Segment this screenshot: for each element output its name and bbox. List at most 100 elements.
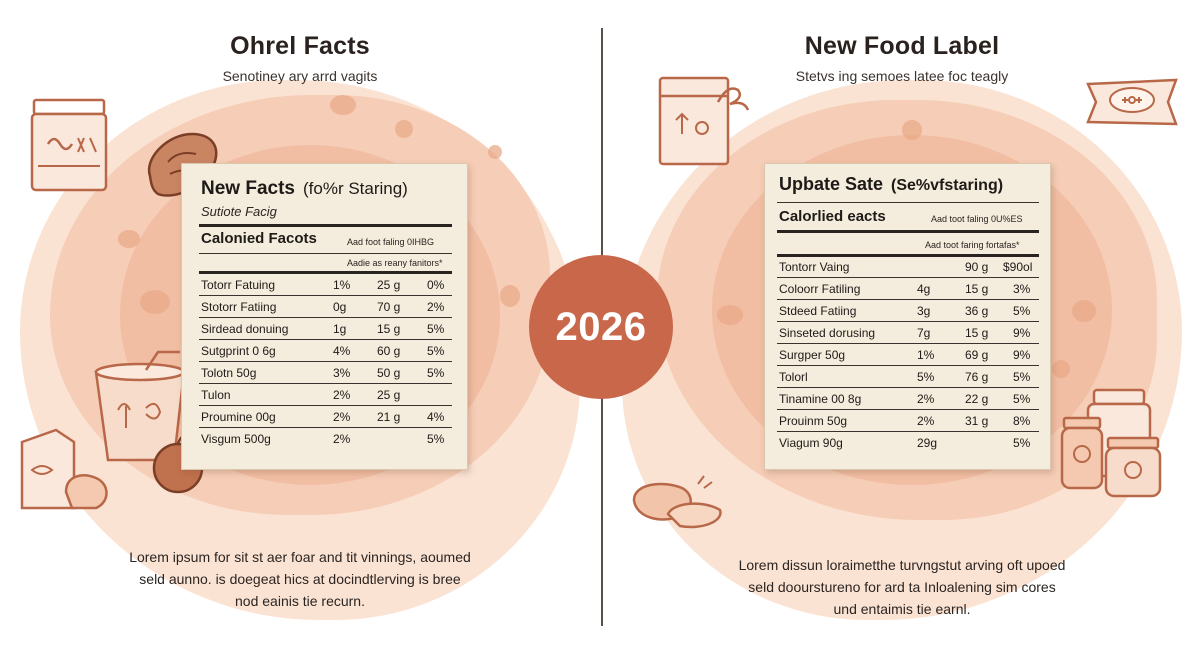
label-title-text: Upbate Sate bbox=[779, 174, 884, 194]
nutrient-amount: 15 g bbox=[965, 282, 989, 296]
cup-icon bbox=[94, 350, 186, 462]
paint-speck bbox=[500, 285, 520, 307]
nutrient-name: Sinseted dorusing bbox=[779, 326, 876, 340]
nutrient-name: Coloorr Fatiling bbox=[779, 282, 861, 296]
nutrient-row: Totorr Fatuing 1% 25 g 0% bbox=[199, 274, 452, 296]
nutrient-name: Totorr Fatuing bbox=[201, 278, 276, 292]
nutrient-amount: 25 g bbox=[377, 388, 401, 402]
label-subtitle: Sutiote Facig bbox=[201, 204, 277, 219]
label-title-paren: (Se%vfstaring) bbox=[891, 177, 1004, 194]
footer-text: Lorem ipsum for sit st aer foar and tit … bbox=[0, 546, 600, 612]
paint-speck bbox=[1052, 360, 1070, 378]
nutrient-value: 2% bbox=[917, 414, 935, 428]
label-divider bbox=[777, 230, 1039, 233]
nutrient-value: 4g bbox=[917, 282, 931, 296]
nutrient-name: Sirdead donuing bbox=[201, 322, 289, 336]
nutrient-name: Tinamine 00 8g bbox=[779, 392, 862, 406]
nutrient-amount: 21 g bbox=[377, 410, 401, 424]
nutrient-value: 0g bbox=[333, 300, 347, 314]
nutrient-amount: 70 g bbox=[377, 300, 401, 314]
bread-icon bbox=[632, 475, 722, 529]
nutrient-value: 1g bbox=[333, 322, 347, 336]
label-divider bbox=[777, 202, 1039, 203]
label-note: Aad foot faling 0IHBG bbox=[347, 237, 435, 247]
paint-speck bbox=[395, 120, 413, 138]
paint-speck bbox=[118, 230, 140, 248]
nutrient-name: Stdeed Fatiing bbox=[779, 304, 857, 318]
paint-speck bbox=[717, 305, 743, 325]
nutrient-value: 7g bbox=[917, 326, 931, 340]
label-section-title: Calorlied eacts bbox=[779, 208, 886, 225]
label-note: Aadie as reany fanitors* bbox=[347, 258, 443, 268]
nutrient-daily-value: 5% bbox=[427, 366, 445, 380]
nutrient-name: Sutgprint 0 6g bbox=[201, 344, 276, 358]
nutrient-row: Coloorr Fatiling 4g 15 g 3% bbox=[777, 278, 1039, 300]
nutrient-amount: 76 g bbox=[965, 370, 989, 384]
nutrient-name: Proumine 00g bbox=[201, 410, 276, 424]
nutrient-value: 3g bbox=[917, 304, 931, 318]
nutrient-amount: 25 g bbox=[377, 278, 401, 292]
nutrient-row: Sinseted dorusing 7g 15 g 9% bbox=[777, 322, 1039, 344]
nutrient-amount: 15 g bbox=[377, 322, 401, 336]
nutrient-value: 1% bbox=[333, 278, 351, 292]
nutrient-amount: 90 g bbox=[965, 260, 989, 274]
nutrient-value: 29g bbox=[917, 436, 938, 450]
label-divider bbox=[199, 271, 452, 274]
nutrient-daily-value: 9% bbox=[1013, 326, 1031, 340]
box-icon bbox=[658, 76, 750, 166]
nutrient-row: Viagum 90g 29g 5% bbox=[777, 432, 1039, 454]
nutrient-amount: 31 g bbox=[965, 414, 989, 428]
label-divider bbox=[199, 224, 452, 227]
nutrient-amount: 60 g bbox=[377, 344, 401, 358]
banner-icon bbox=[1086, 78, 1178, 126]
label-note: Aad toot faling 0U%ES bbox=[931, 214, 1023, 224]
nutrition-label-card: Upbate Sate (Se%vfstaring) Calorlied eact… bbox=[764, 163, 1051, 470]
nutrient-value: 2% bbox=[333, 432, 351, 446]
nutrient-value: 2% bbox=[333, 410, 351, 424]
nutrient-daily-value: 5% bbox=[1013, 436, 1031, 450]
carton-icon bbox=[20, 428, 108, 510]
nutrient-daily-value: 5% bbox=[1013, 392, 1031, 406]
nutrient-amount: 69 g bbox=[965, 348, 989, 362]
nutrient-daily-value: 4% bbox=[427, 410, 445, 424]
nutrient-row: Sutgprint 0 6g 4% 60 g 5% bbox=[199, 340, 452, 362]
nutrient-daily-value: 5% bbox=[427, 432, 445, 446]
nutrient-name: Tontorr Vaing bbox=[779, 260, 850, 274]
footer-line: Lorem ipsum for sit st aer foar and tit … bbox=[129, 549, 471, 565]
nutrient-amount: 50 g bbox=[377, 366, 401, 380]
nutrient-daily-value: 5% bbox=[427, 344, 445, 358]
nutrient-name: Tulon bbox=[201, 388, 231, 402]
nutrient-name: Stotorr Fatiing bbox=[201, 300, 277, 314]
paint-speck bbox=[488, 145, 502, 159]
nutrient-daily-value: 5% bbox=[1013, 304, 1031, 318]
year-badge: 2026 bbox=[529, 255, 673, 399]
paint-speck bbox=[140, 290, 170, 314]
nutrient-row: Tontorr Vaing 90 g $90ol bbox=[777, 256, 1039, 278]
nutrient-name: Tolotn 50g bbox=[201, 366, 257, 380]
page-title: Ohrel Facts bbox=[230, 32, 370, 60]
footer-line: Lorem dissun loraimetthe turvngstut arvi… bbox=[738, 557, 1066, 573]
nutrient-row: Tulon 2% 25 g bbox=[199, 384, 452, 406]
nutrient-daily-value: 8% bbox=[1013, 414, 1031, 428]
footer-line: seld aunno. is doegeat hics at docindtle… bbox=[139, 571, 461, 587]
left-panel: Ohrel Facts Senotiney ary arrd vagits Ne… bbox=[0, 32, 600, 620]
nutrient-row: Tinamine 00 8g 2% 22 g 5% bbox=[777, 388, 1039, 410]
label-title: New Facts (fo%r Staring) bbox=[201, 178, 408, 200]
label-divider bbox=[199, 253, 452, 254]
nutrient-name: Visgum 500g bbox=[201, 432, 271, 446]
nutrient-row: Tolotn 50g 3% 50 g 5% bbox=[199, 362, 452, 384]
nutrient-row: Stdeed Fatiing 3g 36 g 5% bbox=[777, 300, 1039, 322]
paint-speck bbox=[902, 120, 922, 140]
nutrient-amount: 36 g bbox=[965, 304, 989, 318]
nutrient-daily-value: 2% bbox=[427, 300, 445, 314]
right-panel: New Food Label Stetvs ing semoes latee f… bbox=[602, 0, 1200, 654]
nutrient-value: 4% bbox=[333, 344, 351, 358]
paint-speck bbox=[330, 95, 356, 115]
label-section-title: Calonied Facots bbox=[201, 230, 317, 247]
nutrient-row: Tolorl 5% 76 g 5% bbox=[777, 366, 1039, 388]
footer-text: Lorem dissun loraimetthe turvngstut arvi… bbox=[602, 554, 1200, 620]
jar-icon bbox=[30, 98, 108, 192]
page-subtitle: Senotiney ary arrd vagits bbox=[222, 68, 378, 84]
nutrient-daily-value: 5% bbox=[1013, 370, 1031, 384]
nutrient-row: Stotorr Fatiing 0g 70 g 2% bbox=[199, 296, 452, 318]
